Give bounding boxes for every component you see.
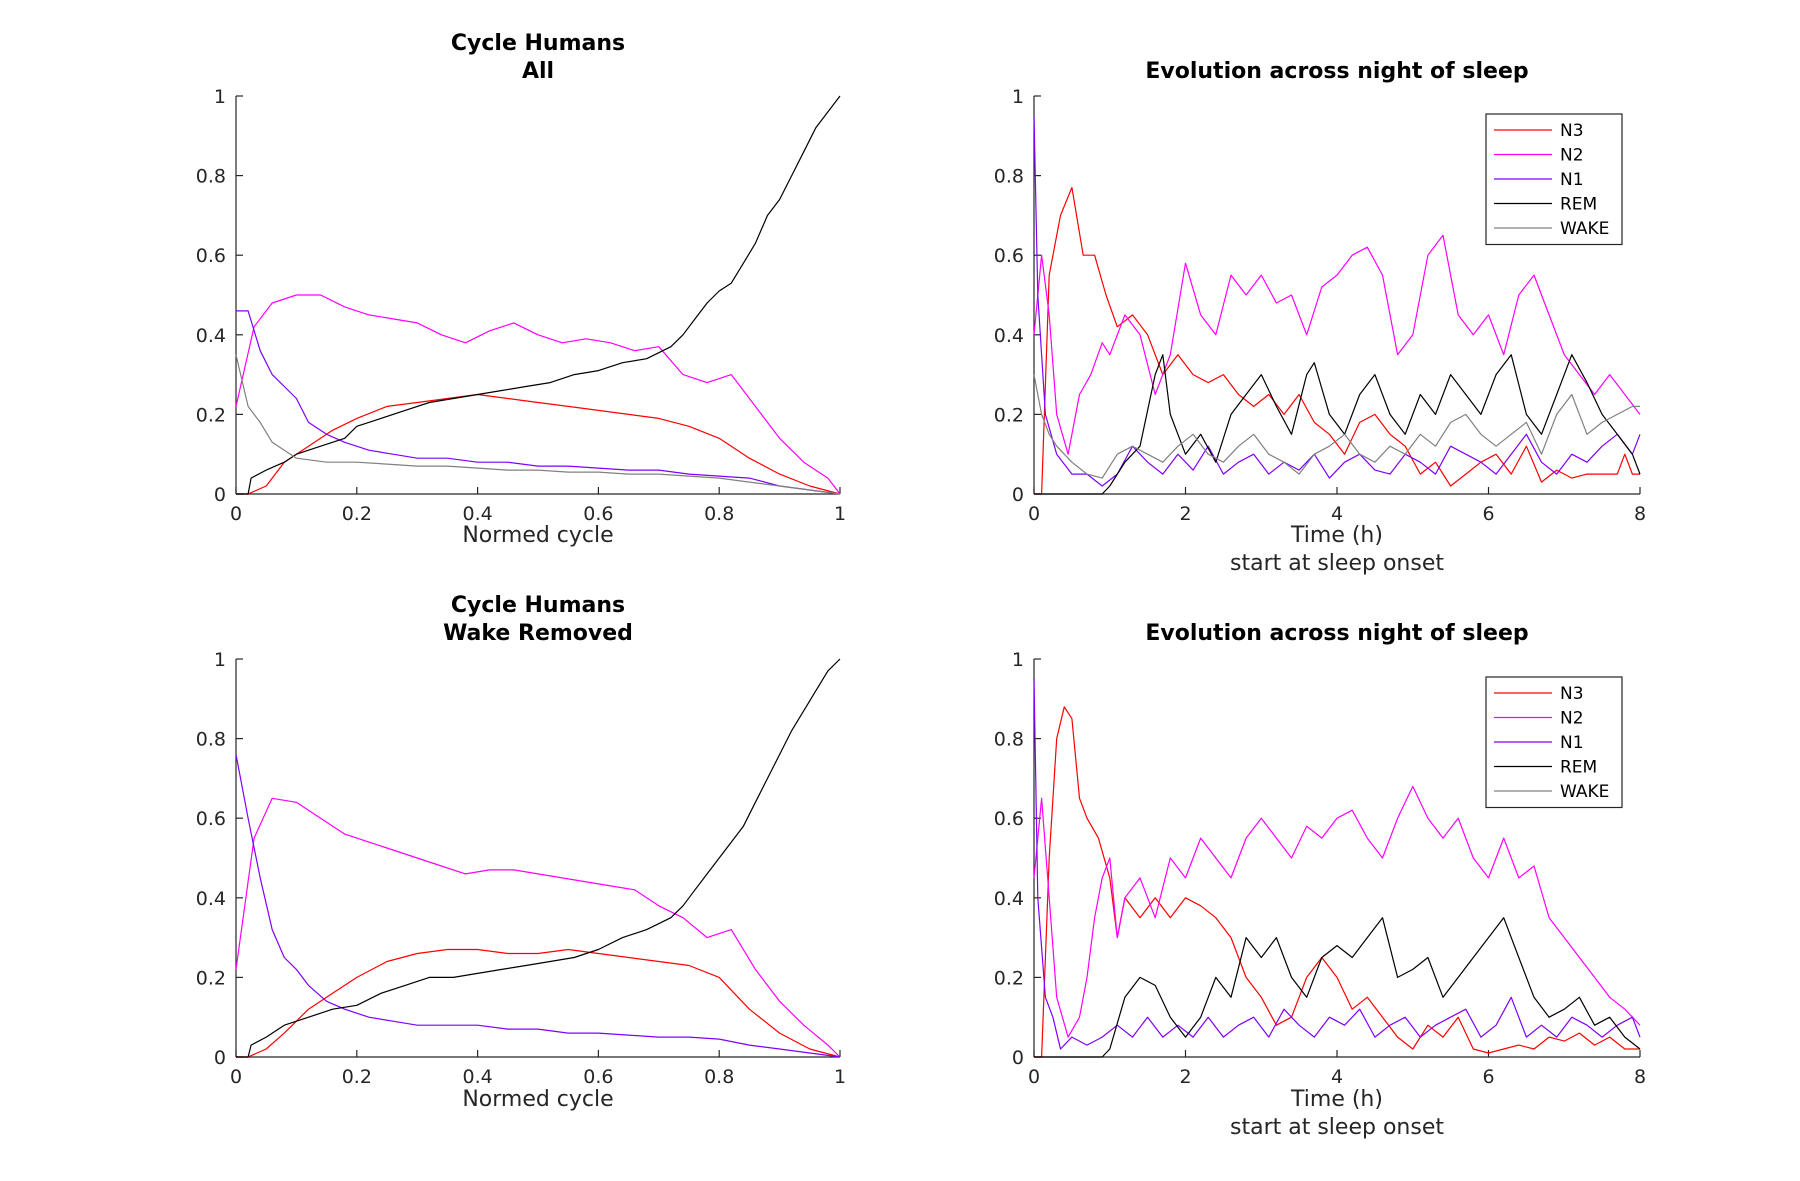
x-tick-label: 1: [834, 503, 846, 525]
series-line-rem: [1034, 354, 1641, 495]
legend-label-wake: WAKE: [1560, 782, 1609, 802]
x-tick-label: 0.4: [462, 1066, 492, 1088]
legend-label-n2: N2: [1560, 709, 1584, 729]
series-line-series-2: [235, 797, 841, 1058]
y-tick-label: 0.6: [994, 245, 1024, 267]
x-tick-label: 0: [1028, 1066, 1040, 1088]
legend-label-rem: REM: [1560, 195, 1597, 215]
legend-label-rem: REM: [1560, 758, 1597, 778]
x-tick-label: 6: [1482, 503, 1494, 525]
chart-title: Evolution across night of sleep: [1145, 621, 1528, 646]
y-tick-label: 0.2: [196, 404, 226, 426]
y-tick-label: 0: [214, 484, 226, 506]
y-tick-label: 0.4: [196, 888, 226, 910]
series-line-n3: [1034, 706, 1640, 1058]
y-tick-label: 0.6: [196, 808, 226, 830]
x-tick-label: 0: [230, 503, 242, 525]
x-axis-label: start at sleep onset: [1230, 1115, 1444, 1140]
y-tick-label: 1: [214, 649, 226, 671]
series-line-n2: [1033, 234, 1641, 455]
x-tick-label: 0.4: [462, 503, 492, 525]
x-tick-label: 2: [1179, 503, 1191, 525]
series-line-wake: [1033, 374, 1640, 479]
series-line-rem: [1034, 917, 1641, 1058]
y-tick-label: 0.6: [994, 808, 1024, 830]
series-line-n2: [1033, 785, 1641, 1038]
x-tick-label: 0.2: [342, 503, 372, 525]
chart-title: Cycle Humans: [451, 31, 625, 56]
y-tick-label: 1: [1012, 649, 1024, 671]
y-tick-label: 0.8: [196, 166, 226, 188]
x-tick-label: 0: [230, 1066, 242, 1088]
x-tick-label: 2: [1179, 1066, 1191, 1088]
x-tick-label: 0: [1028, 503, 1040, 525]
series-line-series-1: [236, 948, 841, 1058]
y-tick-label: 0.2: [994, 967, 1024, 989]
y-tick-label: 0.4: [196, 325, 226, 347]
chart-panel-3: 0 0.2 0.4 0.6 0.8 1 0 0.2 0.4 0.6 0.8 1 Cycle Humans…: [196, 593, 846, 1112]
x-tick-label: 0.8: [704, 1066, 734, 1088]
series-line-series-4: [236, 95, 841, 495]
x-tick-label: 8: [1634, 503, 1646, 525]
x-axis-label: Time (h): [1290, 1087, 1383, 1112]
legend-label-n3: N3: [1560, 684, 1584, 704]
legend-label-n1: N1: [1560, 170, 1584, 190]
y-tick-label: 1: [214, 86, 226, 108]
series-line-series-3: [236, 310, 841, 495]
y-tick-label: 0: [1012, 1047, 1024, 1069]
chart-panel-1: 0 0.2 0.4 0.6 0.8 1 0 0.2 0.4 0.6 0.8 1 Cycle Humans…: [196, 31, 846, 548]
y-tick-label: 0.6: [196, 245, 226, 267]
y-tick-label: 0: [1012, 484, 1024, 506]
y-tick-label: 0.8: [994, 729, 1024, 751]
series-line-series-1: [236, 393, 841, 495]
series-line-series-5: [235, 354, 841, 495]
x-axis-label: Time (h): [1290, 523, 1383, 548]
chart-title: Cycle Humans: [451, 593, 625, 618]
chart-title: All: [522, 59, 554, 84]
x-tick-label: 6: [1482, 1066, 1494, 1088]
y-tick-label: 0.8: [994, 166, 1024, 188]
y-tick-label: 0.4: [994, 325, 1024, 347]
x-axis-label: Normed cycle: [462, 1087, 613, 1112]
x-tick-label: 0.6: [583, 503, 613, 525]
chart-panel-2: 0 0.2 0.4 0.6 0.8 1 0 2 4 6 8 Evolution across nigh…: [994, 59, 1646, 576]
legend-label-n2: N2: [1560, 146, 1584, 166]
chart-title: Wake Removed: [443, 621, 633, 646]
x-tick-label: 1: [834, 1066, 846, 1088]
y-tick-label: 0.2: [196, 967, 226, 989]
x-tick-label: 4: [1331, 1066, 1343, 1088]
x-axis-label: Normed cycle: [462, 523, 613, 548]
chart-title: Evolution across night of sleep: [1145, 59, 1528, 84]
series-line-n3: [1034, 186, 1640, 495]
x-tick-label: 0.8: [704, 503, 734, 525]
legend-label-n3: N3: [1560, 121, 1584, 141]
series-line-series-3: [235, 754, 841, 1058]
x-tick-label: 8: [1634, 1066, 1646, 1088]
legend-label-n1: N1: [1560, 733, 1584, 753]
y-tick-label: 0.2: [994, 404, 1024, 426]
x-tick-label: 0.2: [342, 1066, 372, 1088]
series-line-n1: [1033, 678, 1641, 1050]
y-tick-label: 1: [1012, 86, 1024, 108]
legend-label-wake: WAKE: [1560, 219, 1609, 239]
x-axis-label: start at sleep onset: [1230, 551, 1444, 576]
x-tick-label: 4: [1331, 503, 1343, 525]
y-tick-label: 0.8: [196, 729, 226, 751]
x-tick-label: 0.6: [583, 1066, 613, 1088]
y-tick-label: 0: [214, 1047, 226, 1069]
series-line-series-4: [236, 658, 841, 1058]
series-line-series-2: [235, 294, 841, 495]
y-tick-label: 0.4: [994, 888, 1024, 910]
chart-panel-4: 0 0.2 0.4 0.6 0.8 1 0 2 4 6 8 Evolution across nigh…: [994, 621, 1646, 1140]
